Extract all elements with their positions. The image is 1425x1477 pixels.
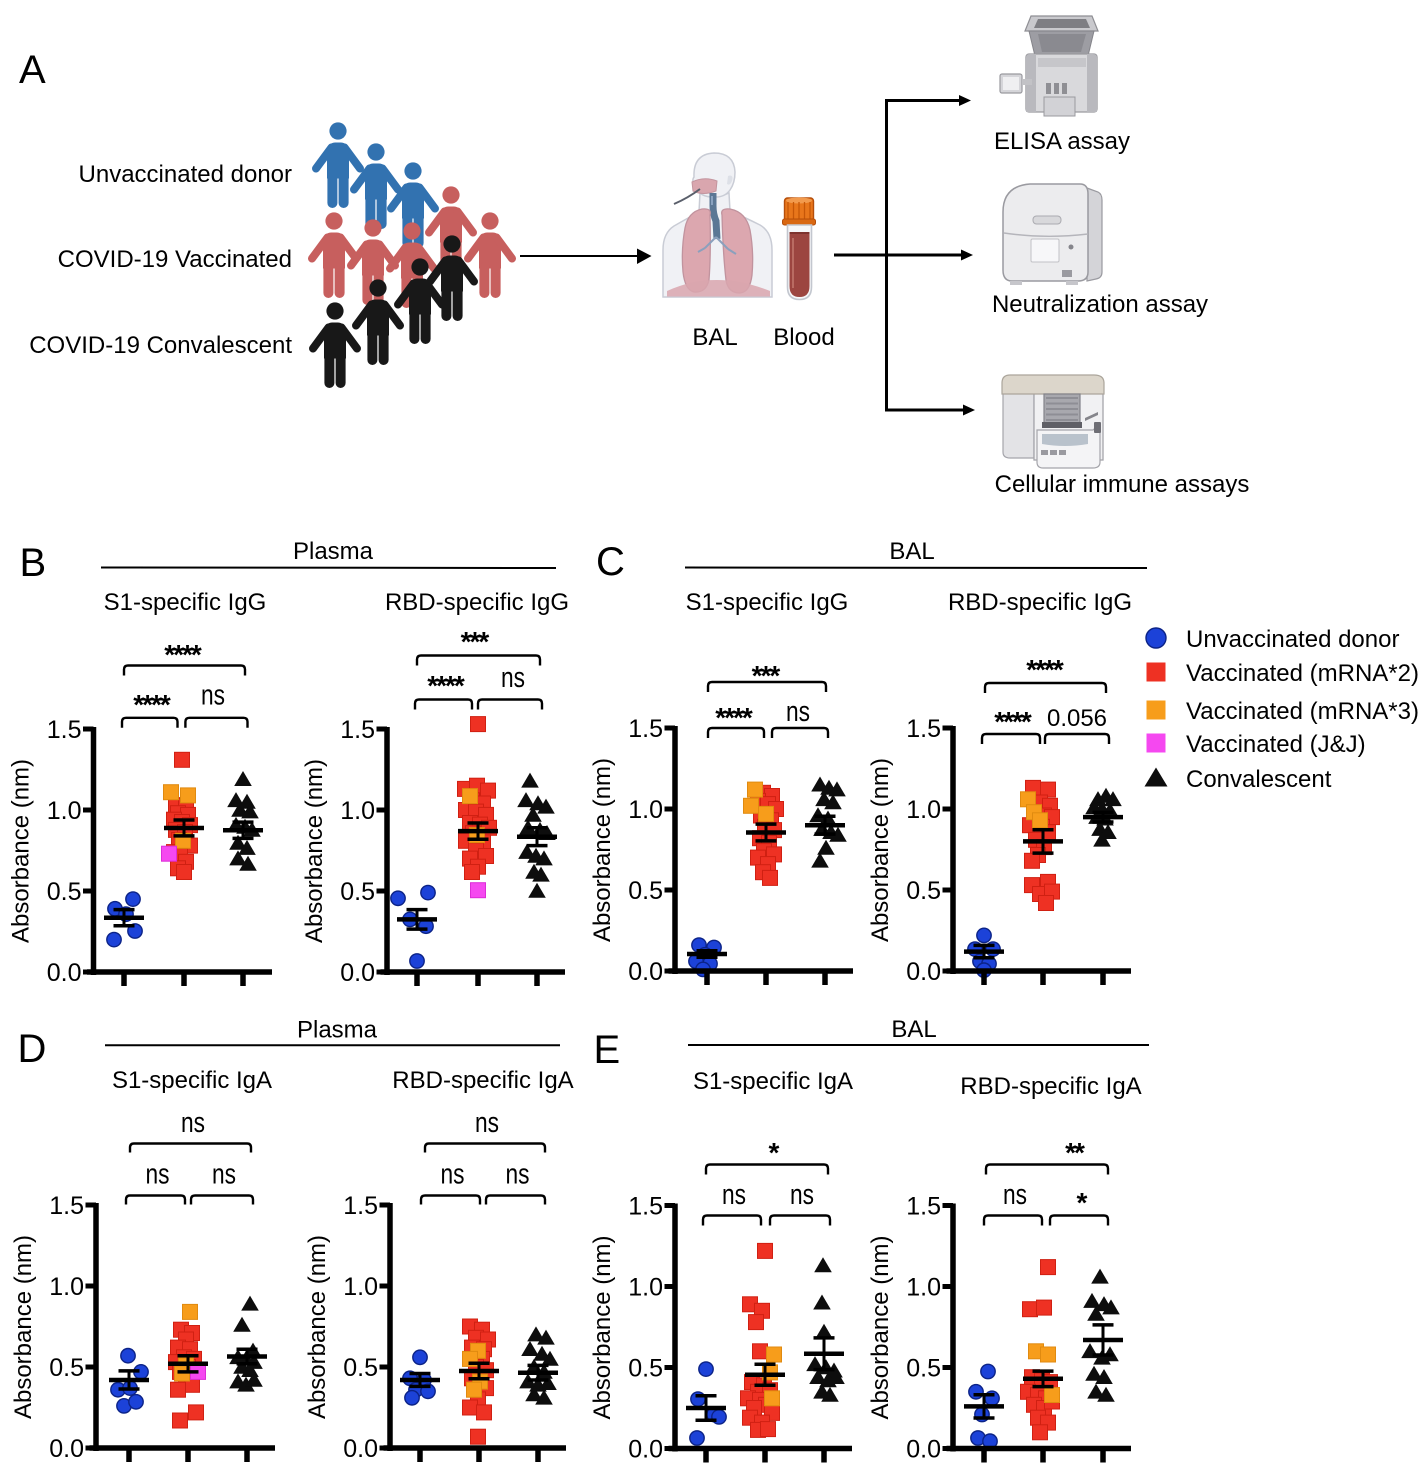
svg-text:ns: ns xyxy=(501,662,525,694)
svg-text:Cellular immune assays: Cellular immune assays xyxy=(995,471,1250,498)
svg-text:RBD-specific IgA: RBD-specific IgA xyxy=(960,1073,1141,1100)
svg-text:Absorbance (nm): Absorbance (nm) xyxy=(589,1235,616,1419)
svg-text:0.0: 0.0 xyxy=(628,1436,663,1464)
svg-text:1.0: 1.0 xyxy=(628,1274,663,1302)
svg-text:COVID-19 Convalescent: COVID-19 Convalescent xyxy=(29,332,292,359)
svg-text:0.5: 0.5 xyxy=(49,1354,84,1382)
svg-text:0.0: 0.0 xyxy=(343,1435,378,1463)
svg-text:****: **** xyxy=(133,689,171,720)
svg-text:Absorbance (nm): Absorbance (nm) xyxy=(10,1235,37,1419)
svg-text:BAL: BAL xyxy=(692,324,737,351)
svg-text:0.056: 0.056 xyxy=(1047,705,1107,732)
svg-text:1.5: 1.5 xyxy=(628,715,663,743)
svg-text:1.0: 1.0 xyxy=(47,797,82,825)
svg-text:D: D xyxy=(18,1027,47,1071)
svg-text:Unvaccinated donor: Unvaccinated donor xyxy=(79,161,292,188)
svg-text:Blood: Blood xyxy=(773,324,834,351)
svg-text:1.5: 1.5 xyxy=(628,1193,663,1221)
svg-text:1.5: 1.5 xyxy=(906,715,941,743)
svg-text:Absorbance (nm): Absorbance (nm) xyxy=(301,759,328,943)
svg-text:Absorbance (nm): Absorbance (nm) xyxy=(8,759,35,943)
svg-text:0.5: 0.5 xyxy=(628,877,663,905)
svg-text:0.5: 0.5 xyxy=(47,878,82,906)
svg-text:0.0: 0.0 xyxy=(906,958,941,986)
svg-text:****: **** xyxy=(994,706,1032,737)
svg-text:ns: ns xyxy=(786,696,810,728)
svg-text:Neutralization assay: Neutralization assay xyxy=(992,291,1208,318)
svg-text:S1-specific IgA: S1-specific IgA xyxy=(112,1067,272,1094)
svg-text:0.5: 0.5 xyxy=(628,1355,663,1383)
svg-text:ns: ns xyxy=(181,1107,205,1139)
svg-text:Plasma: Plasma xyxy=(297,1017,378,1044)
svg-text:ns: ns xyxy=(212,1159,236,1191)
svg-text:A: A xyxy=(19,48,46,92)
svg-text:ns: ns xyxy=(1003,1179,1027,1211)
svg-text:0.0: 0.0 xyxy=(906,1436,941,1464)
svg-text:1.0: 1.0 xyxy=(343,1273,378,1301)
svg-text:Convalescent: Convalescent xyxy=(1186,766,1332,793)
svg-text:0.5: 0.5 xyxy=(906,1355,941,1383)
svg-text:ns: ns xyxy=(722,1179,746,1211)
svg-text:COVID-19 Vaccinated: COVID-19 Vaccinated xyxy=(58,246,292,273)
svg-text:Absorbance (nm): Absorbance (nm) xyxy=(589,758,616,942)
svg-text:BAL: BAL xyxy=(891,1016,936,1043)
svg-text:1.5: 1.5 xyxy=(49,1192,84,1220)
svg-text:1.0: 1.0 xyxy=(906,796,941,824)
svg-text:0.5: 0.5 xyxy=(343,1354,378,1382)
svg-text:0.0: 0.0 xyxy=(340,959,375,987)
svg-text:0.0: 0.0 xyxy=(628,958,663,986)
svg-text:S1-specific IgA: S1-specific IgA xyxy=(693,1068,853,1095)
svg-text:***: *** xyxy=(461,626,490,657)
svg-text:BAL: BAL xyxy=(889,538,934,565)
svg-text:Absorbance (nm): Absorbance (nm) xyxy=(304,1235,331,1419)
svg-text:ns: ns xyxy=(146,1159,170,1191)
svg-text:1.0: 1.0 xyxy=(340,797,375,825)
svg-text:Vaccinated (J&J): Vaccinated (J&J) xyxy=(1186,731,1366,758)
svg-text:Unvaccinated donor: Unvaccinated donor xyxy=(1186,626,1399,653)
svg-text:ns: ns xyxy=(790,1179,814,1211)
svg-text:****: **** xyxy=(1026,654,1064,685)
svg-text:C: C xyxy=(596,540,625,584)
svg-text:B: B xyxy=(20,541,47,585)
svg-text:RBD-specific IgA: RBD-specific IgA xyxy=(392,1067,573,1094)
svg-text:1.0: 1.0 xyxy=(906,1274,941,1302)
svg-text:0.0: 0.0 xyxy=(47,959,82,987)
svg-text:0.5: 0.5 xyxy=(340,878,375,906)
svg-text:S1-specific IgG: S1-specific IgG xyxy=(686,589,849,616)
svg-text:Plasma: Plasma xyxy=(293,538,374,565)
svg-text:ns: ns xyxy=(475,1107,499,1139)
svg-text:1.5: 1.5 xyxy=(343,1192,378,1220)
svg-text:Vaccinated (mRNA*3): Vaccinated (mRNA*3) xyxy=(1186,698,1419,725)
svg-text:1.0: 1.0 xyxy=(49,1273,84,1301)
svg-text:RBD-specific IgG: RBD-specific IgG xyxy=(385,589,569,616)
svg-text:1.5: 1.5 xyxy=(47,716,82,744)
svg-text:E: E xyxy=(594,1028,621,1072)
svg-text:1.0: 1.0 xyxy=(628,796,663,824)
svg-text:RBD-specific IgG: RBD-specific IgG xyxy=(948,589,1132,616)
svg-text:***: *** xyxy=(752,660,781,691)
svg-text:Vaccinated (mRNA*2): Vaccinated (mRNA*2) xyxy=(1186,660,1419,687)
svg-text:ELISA assay: ELISA assay xyxy=(994,128,1130,155)
svg-text:0.0: 0.0 xyxy=(49,1435,84,1463)
svg-text:S1-specific IgG: S1-specific IgG xyxy=(104,589,267,616)
svg-text:ns: ns xyxy=(201,680,225,712)
svg-text:**: ** xyxy=(1065,1137,1085,1168)
svg-text:0.5: 0.5 xyxy=(906,877,941,905)
svg-text:ns: ns xyxy=(506,1159,530,1191)
svg-text:1.5: 1.5 xyxy=(340,716,375,744)
svg-text:ns: ns xyxy=(441,1159,465,1191)
svg-text:1.5: 1.5 xyxy=(906,1193,941,1221)
svg-text:Absorbance (nm): Absorbance (nm) xyxy=(867,758,894,942)
svg-text:****: **** xyxy=(427,670,465,701)
svg-text:Absorbance (nm): Absorbance (nm) xyxy=(867,1235,894,1419)
